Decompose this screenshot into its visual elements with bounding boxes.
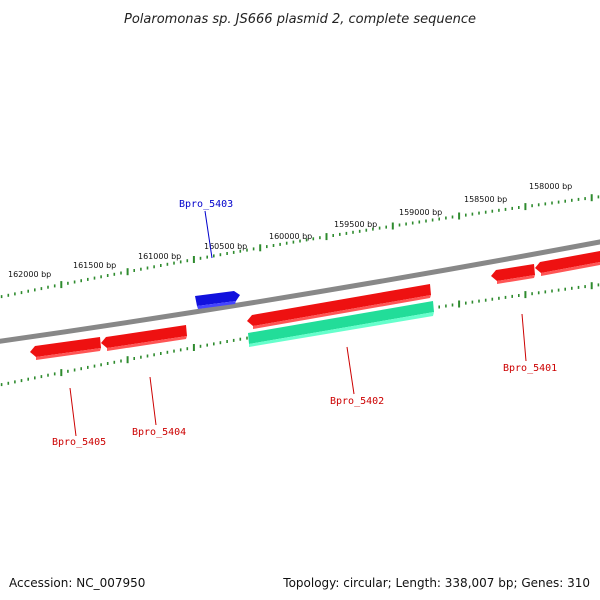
scale-label-159500: 159500 bp — [334, 220, 377, 229]
accession-text: Accession: NC_007950 — [9, 576, 146, 590]
gene-Bpro_5402[interactable] — [247, 284, 431, 329]
summary-text: Topology: circular; Length: 338,007 bp; … — [283, 576, 590, 590]
gene-label-Bpro_5404[interactable]: Bpro_5404 — [132, 427, 186, 438]
scale-label-160000: 160000 bp — [269, 232, 312, 241]
scale-labels: 162000 bp 161500 bp 161000 bp 160500 bp … — [8, 182, 572, 279]
map-title: Polaromonas sp. JS666 plasmid 2, complet… — [124, 12, 476, 27]
gene-Bpro_5405[interactable] — [30, 337, 101, 360]
gene-Bpro_5401-a[interactable] — [491, 264, 535, 284]
leader-Bpro_5402 — [346, 346, 355, 395]
gene-Bpro_5403[interactable] — [195, 291, 240, 309]
plasmid-backbone — [0, 239, 600, 344]
upper-scale-track — [0, 194, 600, 299]
leader-Bpro_5404 — [149, 376, 157, 426]
gene-Bpro_5401-b[interactable] — [535, 251, 600, 276]
scale-label-160500: 160500 bp — [204, 242, 247, 251]
leader-Bpro_5405 — [69, 387, 77, 437]
scale-label-161500: 161500 bp — [73, 261, 116, 270]
gene-label-Bpro_5402[interactable]: Bpro_5402 — [330, 396, 384, 407]
gene-Bpro_5402-teal[interactable] — [248, 301, 434, 347]
scale-label-159000: 159000 bp — [399, 208, 442, 217]
scale-label-158500: 158500 bp — [464, 195, 507, 204]
leader-Bpro_5401 — [521, 313, 527, 362]
scale-label-161000: 161000 bp — [138, 252, 181, 261]
gene-Bpro_5404[interactable] — [101, 325, 187, 351]
gene-label-Bpro_5403[interactable]: Bpro_5403 — [179, 199, 233, 210]
scale-label-158000: 158000 bp — [529, 182, 572, 191]
scale-label-162000: 162000 bp — [8, 270, 51, 279]
leader-Bpro_5403 — [204, 210, 213, 259]
gene-label-Bpro_5401[interactable]: Bpro_5401 — [503, 363, 557, 374]
gene-label-Bpro_5405[interactable]: Bpro_5405 — [52, 437, 106, 448]
